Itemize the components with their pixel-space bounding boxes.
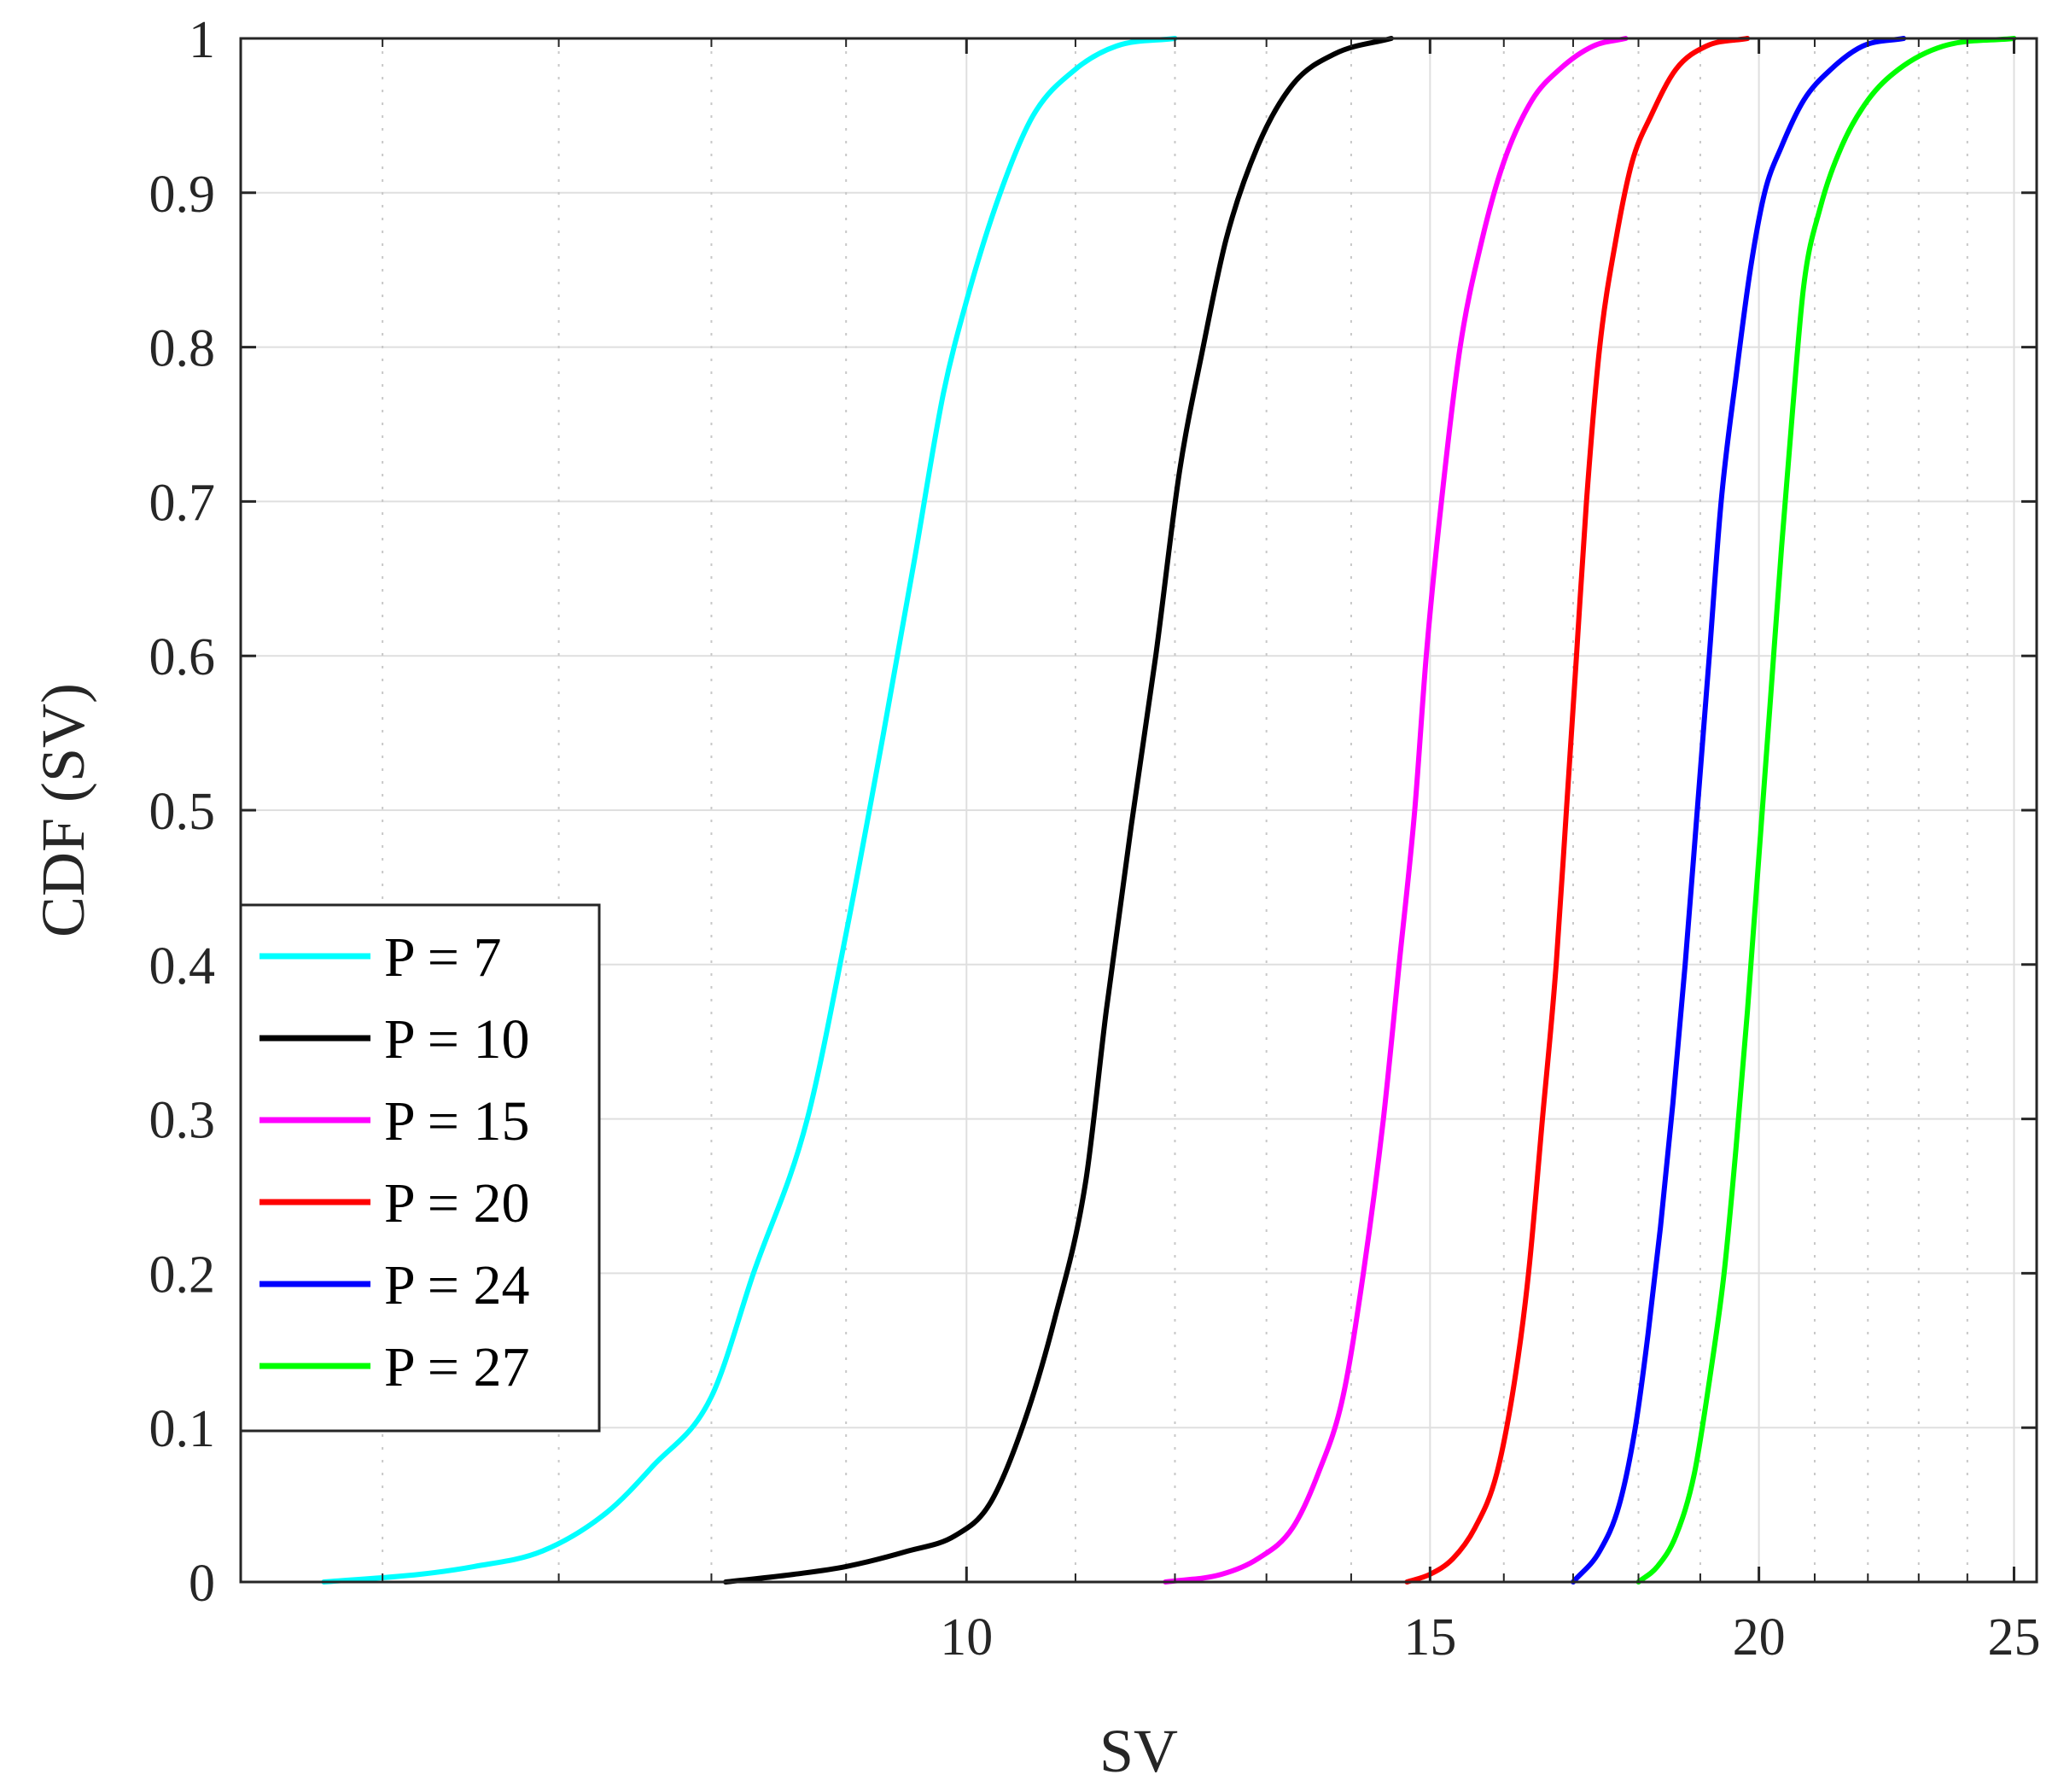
y-tick-label: 0.5 xyxy=(149,783,216,841)
series-line-p-24 xyxy=(1571,36,1907,1585)
y-tick-label: 0.8 xyxy=(149,320,216,378)
y-tick-label: 0.6 xyxy=(149,628,216,686)
y-tick-label: 0.9 xyxy=(149,166,216,224)
series-line-p-10 xyxy=(723,36,1394,1585)
legend: P = 7 P = 10 P = 15 P = 20 P = 24 P = 27 xyxy=(239,903,601,1433)
y-tick-label: 0 xyxy=(189,1555,215,1613)
legend-label: P = 20 xyxy=(384,1172,529,1235)
y-tick-label: 0.7 xyxy=(149,474,216,532)
legend-label: P = 15 xyxy=(384,1090,529,1153)
y-tick-label: 0.1 xyxy=(149,1400,216,1458)
x-tick-label: 15 xyxy=(1403,1608,1456,1667)
y-tick-label: 0.4 xyxy=(149,937,216,995)
y-tick-label: 1 xyxy=(189,11,215,69)
legend-label: P = 10 xyxy=(384,1008,529,1071)
ticks: 0 0.1 0.2 0.3 0.4 0.5 0.6 0.7 0.8 0.9 1 10 15 20 25 xyxy=(149,11,2041,1667)
series-line-p-20 xyxy=(1404,36,1751,1585)
legend-label: P = 24 xyxy=(384,1254,529,1316)
x-tick-label: 20 xyxy=(1733,1608,1786,1667)
y-tick-label: 0.2 xyxy=(149,1246,216,1304)
y-axis-title: CDF (SV) xyxy=(29,683,97,937)
legend-label: P = 27 xyxy=(384,1336,529,1398)
legend-label: P = 7 xyxy=(384,926,501,989)
series-lines xyxy=(321,36,2017,1585)
x-tick-label: 10 xyxy=(940,1608,993,1667)
x-tick-label: 25 xyxy=(1987,1608,2040,1667)
y-tick-label: 0.3 xyxy=(149,1092,216,1150)
series-line-p-27 xyxy=(1635,36,2017,1585)
series-line-p-15 xyxy=(1163,36,1629,1585)
series-line-p-7 xyxy=(321,36,1178,1585)
x-axis-title: SV xyxy=(1099,1717,1178,1785)
legend-box xyxy=(239,903,601,1433)
